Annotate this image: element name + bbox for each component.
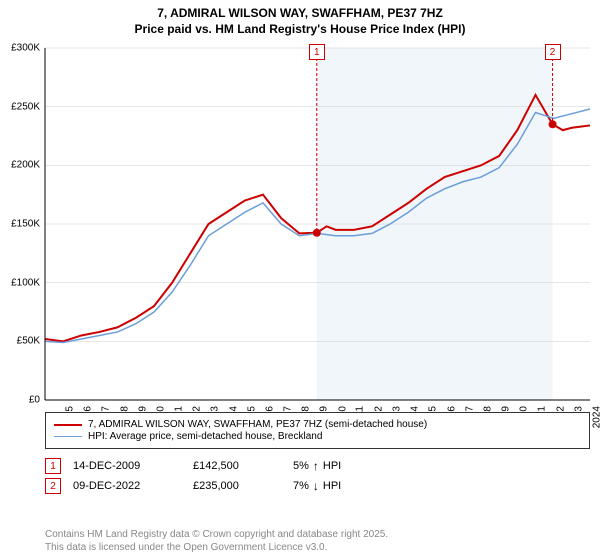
y-tick-label: £0 bbox=[0, 395, 40, 406]
chart-plot bbox=[45, 48, 590, 400]
marker-delta: 7% ↓ HPI bbox=[293, 479, 413, 493]
y-tick-label: £150K bbox=[0, 219, 40, 230]
delta-pct: 5% bbox=[293, 460, 309, 472]
chart-title-block: 7, ADMIRAL WILSON WAY, SWAFFHAM, PE37 7H… bbox=[0, 0, 600, 39]
legend-row: 7, ADMIRAL WILSON WAY, SWAFFHAM, PE37 7H… bbox=[54, 419, 581, 430]
arrow-down-icon: ↓ bbox=[313, 479, 319, 493]
delta-pct: 7% bbox=[293, 480, 309, 492]
marker-row: 2 09-DEC-2022 £235,000 7% ↓ HPI bbox=[45, 478, 590, 494]
marker-date: 09-DEC-2022 bbox=[73, 480, 193, 492]
title-line-2: Price paid vs. HM Land Registry's House … bbox=[0, 22, 600, 38]
marker-price: £235,000 bbox=[193, 480, 293, 492]
marker-row: 1 14-DEC-2009 £142,500 5% ↑ HPI bbox=[45, 458, 590, 474]
legend-swatch bbox=[54, 436, 82, 438]
y-tick-label: £100K bbox=[0, 277, 40, 288]
marker-delta: 5% ↑ HPI bbox=[293, 459, 413, 473]
footer-line-2: This data is licensed under the Open Gov… bbox=[45, 541, 388, 554]
arrow-up-icon: ↑ bbox=[313, 459, 319, 473]
legend-label: 7, ADMIRAL WILSON WAY, SWAFFHAM, PE37 7H… bbox=[88, 419, 427, 430]
x-tick-label: 2024 bbox=[591, 406, 600, 428]
callout-badge: 2 bbox=[545, 44, 561, 60]
marker-table: 1 14-DEC-2009 £142,500 5% ↑ HPI 2 09-DEC… bbox=[45, 454, 590, 498]
footer-line-1: Contains HM Land Registry data © Crown c… bbox=[45, 528, 388, 541]
delta-label: HPI bbox=[323, 480, 341, 492]
y-tick-label: £300K bbox=[0, 43, 40, 54]
footer: Contains HM Land Registry data © Crown c… bbox=[45, 528, 388, 554]
y-tick-label: £200K bbox=[0, 160, 40, 171]
legend-row: HPI: Average price, semi-detached house,… bbox=[54, 431, 581, 442]
marker-badge: 2 bbox=[45, 478, 61, 494]
callout-badge: 1 bbox=[309, 44, 325, 60]
title-line-1: 7, ADMIRAL WILSON WAY, SWAFFHAM, PE37 7H… bbox=[0, 6, 600, 22]
marker-badge: 1 bbox=[45, 458, 61, 474]
chart-area: £0£50K£100K£150K£200K£250K£300K 19951996… bbox=[45, 48, 590, 400]
marker-date: 14-DEC-2009 bbox=[73, 460, 193, 472]
y-tick-label: £250K bbox=[0, 101, 40, 112]
legend: 7, ADMIRAL WILSON WAY, SWAFFHAM, PE37 7H… bbox=[45, 412, 590, 449]
delta-label: HPI bbox=[323, 460, 341, 472]
legend-swatch bbox=[54, 424, 82, 426]
y-tick-label: £50K bbox=[0, 336, 40, 347]
marker-price: £142,500 bbox=[193, 460, 293, 472]
legend-label: HPI: Average price, semi-detached house,… bbox=[88, 431, 322, 442]
